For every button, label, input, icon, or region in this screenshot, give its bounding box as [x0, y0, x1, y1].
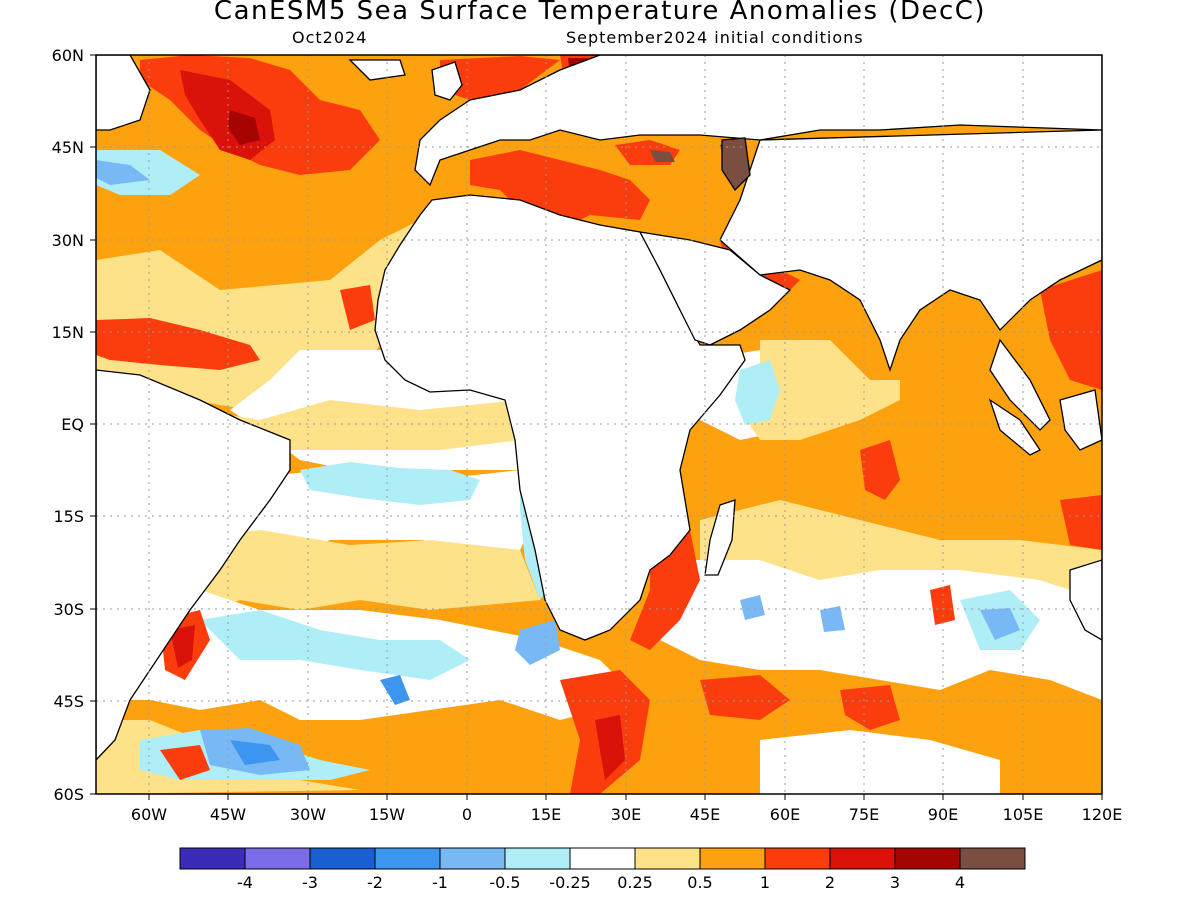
lat-label: 45S — [53, 692, 84, 711]
strong-warm-patches — [96, 55, 1102, 794]
lat-label: 30N — [52, 231, 84, 250]
lon-label: 60W — [131, 805, 167, 824]
colorbar: -4 -3 -2 -1 -0.5 -0.25 0.25 0.5 1 2 3 4 — [179, 847, 1026, 892]
lon-label: 45W — [210, 805, 246, 824]
lat-label: 45N — [52, 138, 84, 157]
colorbar-swatch — [634, 847, 701, 870]
colorbar-label: -3 — [302, 873, 318, 892]
sumatra — [988, 398, 1041, 456]
colorbar-swatch — [244, 847, 311, 870]
lon-label: 15W — [369, 805, 405, 824]
colorbar-swatch — [959, 847, 1026, 870]
greenland-north-america — [96, 55, 151, 131]
british-isles — [431, 61, 463, 101]
south-asia — [719, 129, 1102, 373]
lat-label: 60N — [52, 46, 84, 65]
colorbar-labels: -4 -3 -2 -1 -0.5 -0.25 0.25 0.5 1 2 3 4 — [237, 873, 965, 892]
colorbar-swatch — [699, 847, 766, 870]
colorbar-swatch — [179, 847, 246, 870]
colorbar-swatch — [894, 847, 961, 870]
colorbar-label: 0.25 — [617, 873, 653, 892]
lon-label: 120E — [1082, 805, 1123, 824]
initial-conditions: September2024 initial conditions — [566, 28, 864, 47]
lat-label: 30S — [53, 600, 84, 619]
map-title: CanESM5 Sea Surface Temperature Anomalie… — [213, 0, 987, 26]
iceland — [348, 59, 406, 81]
land — [96, 55, 1102, 761]
colorbar-swatch — [569, 847, 636, 870]
lon-label: 60E — [770, 805, 800, 824]
colorbar-swatch — [374, 847, 441, 870]
lon-label: 45E — [690, 805, 720, 824]
lon-label: 90E — [928, 805, 958, 824]
colorbar-swatch — [309, 847, 376, 870]
borneo — [1059, 389, 1102, 451]
colorbar-label: -1 — [432, 873, 448, 892]
colorbar-label: -2 — [367, 873, 383, 892]
lat-label: EQ — [61, 415, 84, 434]
colorbar-label: -4 — [237, 873, 253, 892]
europe — [414, 55, 1102, 187]
australia — [1069, 559, 1102, 641]
lat-label: 60S — [53, 785, 84, 804]
latitude-labels: 60N 45N 30N 15N EQ 15S 30S 45S 60S — [52, 46, 84, 804]
lon-label: 30W — [290, 805, 326, 824]
lat-label: 15S — [53, 507, 84, 526]
arabia — [638, 231, 792, 346]
colorbar-label: -0.25 — [549, 873, 590, 892]
colorbar-label: 1 — [760, 873, 770, 892]
southeast-asia — [989, 338, 1051, 431]
colorbar-swatch — [504, 847, 571, 870]
colorbar-swatch — [439, 847, 506, 870]
lon-label: 15E — [531, 805, 561, 824]
target-month: Oct2024 — [292, 28, 368, 47]
south-america — [96, 369, 291, 761]
colorbar-label: 4 — [955, 873, 965, 892]
colorbar-label: 0.5 — [687, 873, 712, 892]
madagascar — [704, 499, 736, 576]
map-field — [96, 55, 1102, 794]
colorbar-label: -0.5 — [489, 873, 520, 892]
caspian-sea — [721, 137, 751, 192]
lon-label: 0 — [462, 805, 472, 824]
lon-label: 75E — [849, 805, 879, 824]
lat-label: 15N — [52, 323, 84, 342]
colorbar-boxes — [179, 847, 1026, 870]
longitude-labels: 60W 45W 30W 15W 0 15E 30E 45E 60E 75E 90… — [131, 805, 1122, 824]
lon-label: 105E — [1003, 805, 1044, 824]
colorbar-label: 3 — [890, 873, 900, 892]
colorbar-swatch — [829, 847, 896, 870]
cool-anomaly-patches — [96, 150, 1040, 780]
colorbar-swatch — [764, 847, 831, 870]
axis-ticks — [90, 54, 1103, 800]
colorbar-label: 2 — [825, 873, 835, 892]
lon-label: 30E — [611, 805, 641, 824]
